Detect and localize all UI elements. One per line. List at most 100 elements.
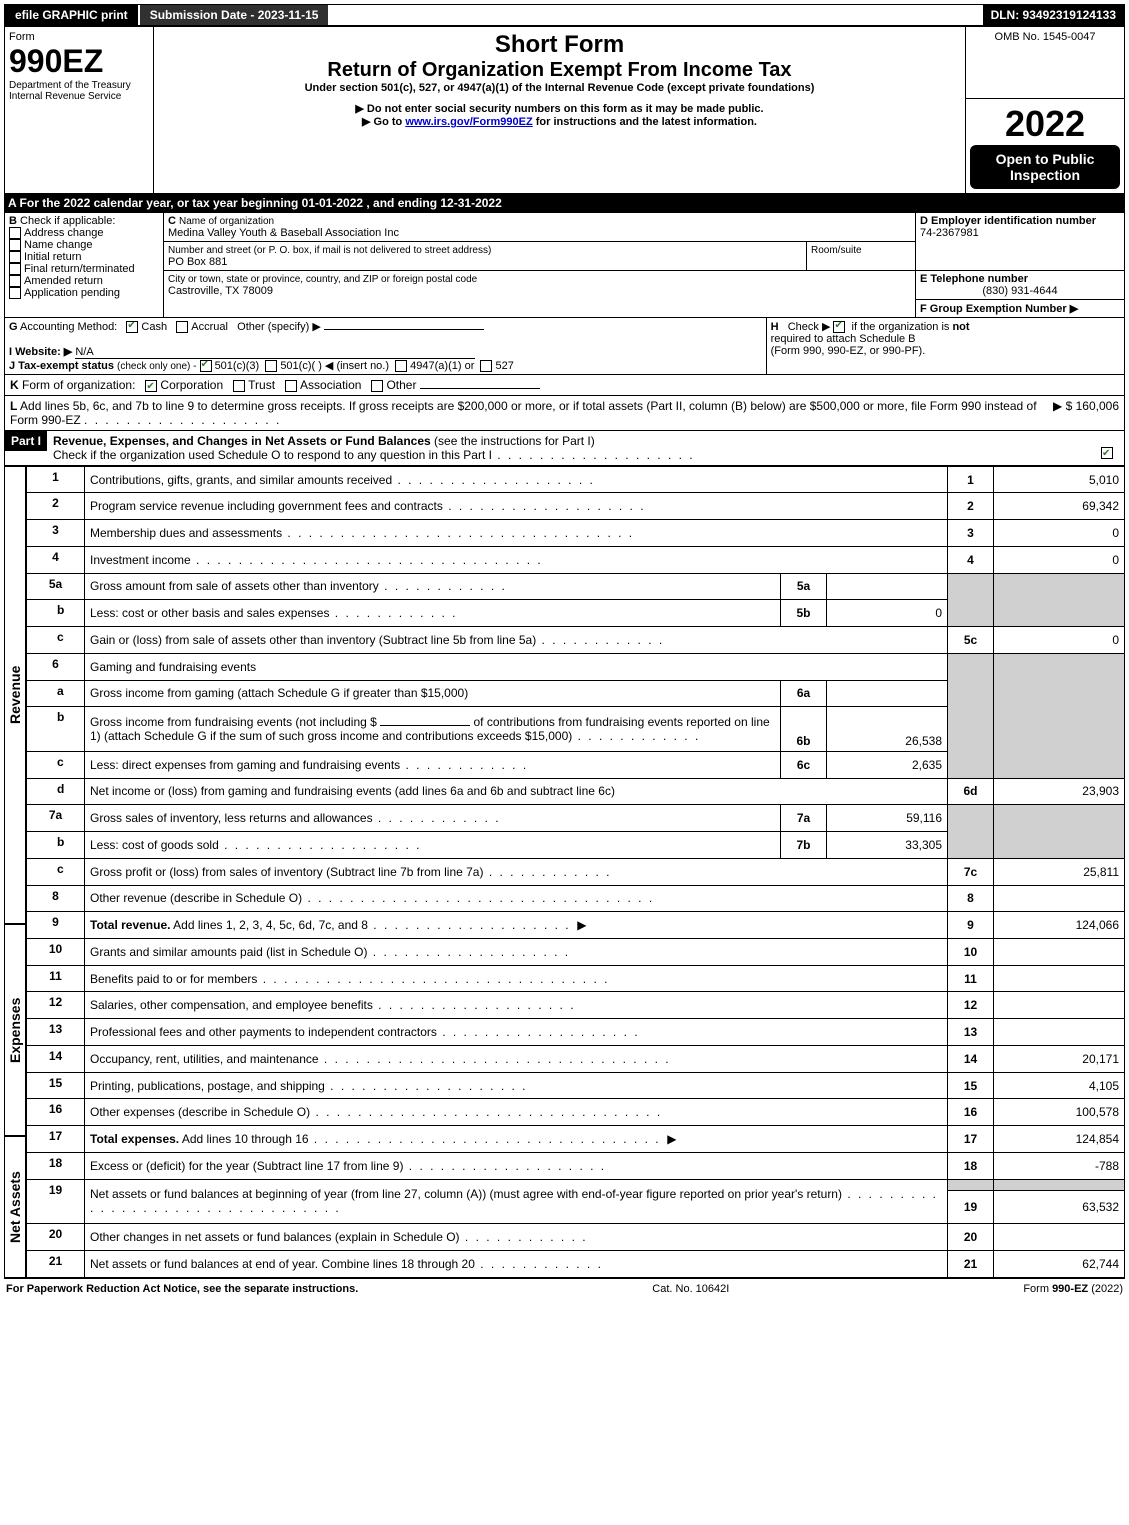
checkbox-trust[interactable] [233,380,245,392]
section-h-pre: Check ▶ [788,321,834,333]
efile-print-button[interactable]: efile GRAPHIC print [5,5,140,25]
line-6d-val: 23,903 [994,778,1125,805]
form-word: Form [9,31,149,43]
checkbox-association[interactable] [285,380,297,392]
form-header: Form 990EZ Department of the Treasury In… [4,26,1125,194]
line-21-num: 21 [27,1250,85,1277]
checkbox-other-org[interactable] [371,380,383,392]
line-6d-num: d [27,778,85,805]
line-21-val: 62,744 [994,1250,1125,1277]
line-6a-num: a [27,680,85,707]
section-a-calendar-year: A For the 2022 calendar year, or tax yea… [4,194,1125,212]
goto-pre: ▶ Go to [362,116,405,128]
section-g-h: G Accounting Method: Cash Accrual Other … [4,318,1125,375]
line-11-val [994,965,1125,992]
checkbox-501c[interactable] [265,360,277,372]
line-7b-inbox: 7b [781,832,827,859]
checkbox-amended-return[interactable] [9,275,21,287]
line-5a-inbox: 5a [781,573,827,600]
line-9-desc2: Add lines 1, 2, 3, 4, 5c, 6d, 7c, and 8 [170,918,367,932]
short-form-title: Short Form [158,31,961,59]
other-org-input[interactable] [420,388,540,389]
line-8-desc: Other revenue (describe in Schedule O) [90,891,302,905]
line-6a-desc: Gross income from gaming (attach Schedul… [90,686,468,700]
line-17-desc: Total expenses. [90,1132,179,1146]
goto-link[interactable]: www.irs.gov/Form990EZ [405,116,532,128]
submission-date: Submission Date - 2023-11-15 [140,5,331,25]
section-h-post: if the organization is [852,321,953,333]
section-l: L Add lines 5b, 6c, and 7b to line 9 to … [4,396,1125,431]
line-7a-desc: Gross sales of inventory, less returns a… [90,811,373,825]
checkbox-name-change[interactable] [9,239,21,251]
section-k-text: Form of organization: [22,378,135,392]
line-1-box: 1 [948,466,994,493]
part-1-header: Part I Revenue, Expenses, and Changes in… [4,431,1125,466]
label-application-pending: Application pending [24,287,120,299]
line-5c-box: 5c [948,627,994,654]
label-other-specify: Other (specify) ▶ [237,321,321,333]
revenue-sidebar: Revenue [4,466,26,924]
line-6b-inbox: 6b [781,707,827,752]
line-2-num: 2 [27,493,85,520]
line-6b-blank[interactable] [380,725,470,726]
section-h-label: H [771,321,779,333]
line-9-desc: Total revenue. [90,918,170,932]
line-5b-desc: Less: cost or other basis and sales expe… [90,606,329,620]
line-7c-val: 25,811 [994,858,1125,885]
label-cash: Cash [141,321,167,333]
main-title: Return of Organization Exempt From Incom… [158,59,961,82]
line-6-desc: Gaming and fundraising events [85,653,948,680]
checkbox-schedule-b-not-required[interactable] [833,321,845,333]
dept-treasury: Department of the Treasury [9,80,149,91]
line-6c-inval: 2,635 [827,751,948,778]
line-9-val: 124,066 [994,912,1125,939]
line-16-val: 100,578 [994,1099,1125,1126]
goto-post: for instructions and the latest informat… [533,116,757,128]
checkbox-cash[interactable] [126,321,138,333]
line-5c-desc: Gain or (loss) from sale of assets other… [90,633,536,647]
checkbox-address-change[interactable] [9,227,21,239]
section-i-label: I Website: ▶ [9,346,72,358]
line-4-desc: Investment income [90,553,191,567]
line-1-desc: Contributions, gifts, grants, and simila… [90,473,392,487]
dln-label: DLN: 93492319124133 [983,5,1124,25]
line-12-num: 12 [27,992,85,1019]
line-9-box: 9 [948,912,994,939]
checkbox-final-return[interactable] [9,263,21,275]
line-6b-num: b [27,707,85,752]
label-527: 527 [495,360,513,372]
accounting-method-text: Accounting Method: [20,321,117,333]
line-2-val: 69,342 [994,493,1125,520]
line-10-box: 10 [948,938,994,965]
line-7b-desc: Less: cost of goods sold [90,838,219,852]
line-13-desc: Professional fees and other payments to … [90,1025,437,1039]
part-1-title: Revenue, Expenses, and Changes in Net As… [53,434,431,448]
label-address-change: Address change [24,227,104,239]
checkbox-initial-return[interactable] [9,251,21,263]
label-name-change: Name change [24,239,93,251]
line-12-box: 12 [948,992,994,1019]
section-c-label: C [168,215,176,227]
checkbox-corporation[interactable] [145,380,157,392]
checkbox-4947[interactable] [395,360,407,372]
checkbox-application-pending[interactable] [9,287,21,299]
section-d-label: D Employer identification number [920,215,1096,227]
section-k-label: K [10,378,19,392]
line-3-desc: Membership dues and assessments [90,526,282,540]
line-18-desc: Excess or (deficit) for the year (Subtra… [90,1159,403,1173]
line-13-box: 13 [948,1019,994,1046]
line-6c-num: c [27,751,85,778]
line-3-box: 3 [948,520,994,547]
line-17-box: 17 [948,1126,994,1153]
checkbox-501c3[interactable] [200,360,212,372]
checkbox-schedule-o-used[interactable] [1101,447,1113,459]
checkbox-527[interactable] [480,360,492,372]
other-specify-input[interactable] [324,329,484,330]
section-b-label: B [9,215,17,227]
line-12-desc: Salaries, other compensation, and employ… [90,998,373,1012]
checkbox-accrual[interactable] [176,321,188,333]
line-13-num: 13 [27,1019,85,1046]
line-5c-val: 0 [994,627,1125,654]
line-20-val [994,1224,1125,1251]
line-15-desc: Printing, publications, postage, and shi… [90,1079,325,1093]
